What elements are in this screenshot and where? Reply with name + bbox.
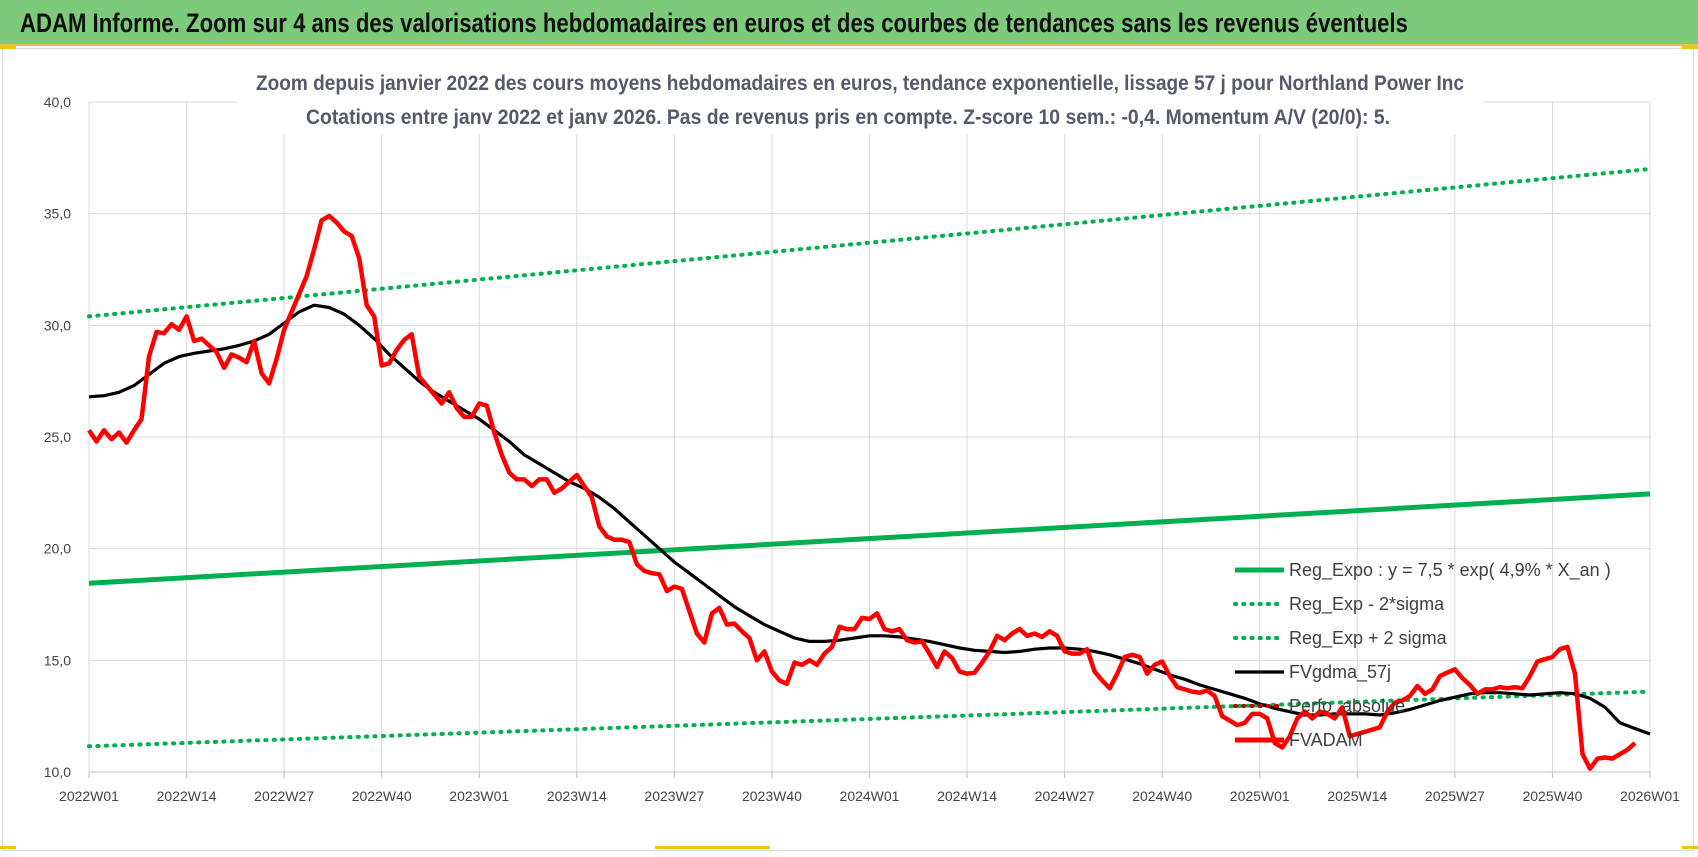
x-tick-label: 2023W14 <box>547 788 607 804</box>
y-tick-label: 15,0 <box>44 652 71 668</box>
series-line-reg-exp-2-sigma <box>87 167 1652 319</box>
x-tick-label: 2025W40 <box>1522 788 1582 804</box>
x-tick-label: 2026W01 <box>1620 788 1680 804</box>
x-tick-label: 2024W27 <box>1035 788 1095 804</box>
corner-mark <box>0 846 16 849</box>
x-tick-label: 2023W40 <box>742 788 802 804</box>
x-tick-label: 2022W14 <box>157 788 217 804</box>
legend-label: Reg_Exp + 2 sigma <box>1289 628 1448 649</box>
legend-label: FVgdma_57j <box>1289 662 1391 683</box>
grid <box>88 101 1651 773</box>
y-tick-label: 40,0 <box>44 94 71 110</box>
x-tick-label: 2025W27 <box>1425 788 1485 804</box>
series-group <box>87 167 1652 771</box>
corner-mark <box>1682 46 1698 49</box>
title-banner: ADAM Informe. Zoom sur 4 ans des valoris… <box>0 0 1698 46</box>
y-tick-label: 30,0 <box>44 317 71 333</box>
x-tick-label: 2022W40 <box>352 788 412 804</box>
x-tick-label: 2024W14 <box>937 788 997 804</box>
series-line-fvgdma-57j <box>88 303 1651 736</box>
legend-label: FVADAM <box>1289 730 1363 750</box>
x-tick-label: 2024W01 <box>840 788 900 804</box>
legend: Reg_Expo : y = 7,5 * exp( 4,9% * X_an ) R… <box>1233 560 1611 750</box>
x-tick-label: 2023W01 <box>449 788 509 804</box>
legend-label: Reg_Exp - 2*sigma <box>1289 594 1445 615</box>
y-tick-label: 25,0 <box>44 429 71 445</box>
x-tick-label: 2023W27 <box>644 788 704 804</box>
x-tick-label: 2025W01 <box>1230 788 1290 804</box>
corner-mark <box>1682 846 1698 849</box>
legend-label: Perfo_absolue <box>1289 696 1405 717</box>
y-tick-label: 10,0 <box>44 764 71 780</box>
x-tick-label: 2024W40 <box>1132 788 1192 804</box>
axes: 10,0 15,0 20,0 25,0 30,0 35,0 40,0 2022W01 2022W… <box>44 94 1680 804</box>
corner-mark <box>0 46 16 49</box>
x-tick-label: 2025W14 <box>1327 788 1387 804</box>
chart-title-line1: Zoom depuis janvier 2022 des cours moyen… <box>256 72 1464 95</box>
y-tick-label: 20,0 <box>44 541 71 557</box>
x-tick-label: 2022W01 <box>59 788 119 804</box>
legend-label: Reg_Expo : y = 7,5 * exp( 4,9% * X_an ) <box>1289 560 1611 581</box>
banner-title: ADAM Informe. Zoom sur 4 ans des valoris… <box>20 8 1408 38</box>
series-line-reg-exp-2-sigma <box>87 689 1652 749</box>
x-tick-label: 2022W27 <box>254 788 314 804</box>
title-background <box>238 64 1483 134</box>
series-line-fvadam <box>87 213 1637 771</box>
chart-title-line2: Cotations entre janv 2022 et janv 2026. … <box>306 106 1390 129</box>
y-tick-label: 35,0 <box>44 206 71 222</box>
corner-mark <box>655 846 770 849</box>
chart-frame <box>2 48 1694 851</box>
series-line-reg-expo-y-7-5-exp-4-9-x-an <box>88 491 1651 586</box>
